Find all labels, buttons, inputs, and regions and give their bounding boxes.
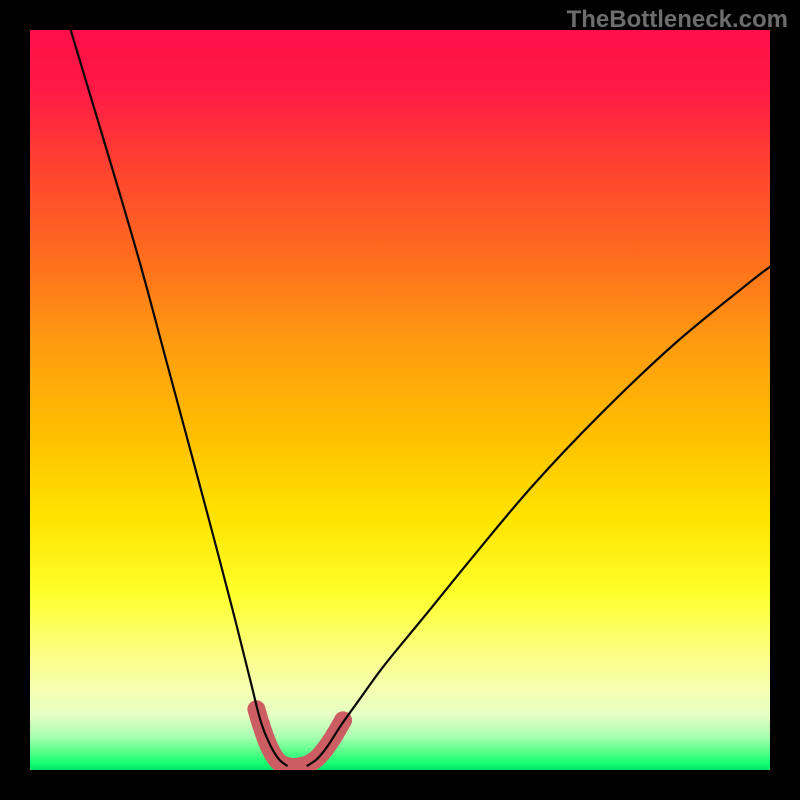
curve-right (308, 267, 771, 766)
curve-left (71, 30, 287, 766)
plot-frame (30, 30, 770, 770)
chart-stage: TheBottleneck.com (0, 0, 800, 800)
curve-layer (30, 30, 770, 770)
watermark-text: TheBottleneck.com (567, 6, 788, 34)
